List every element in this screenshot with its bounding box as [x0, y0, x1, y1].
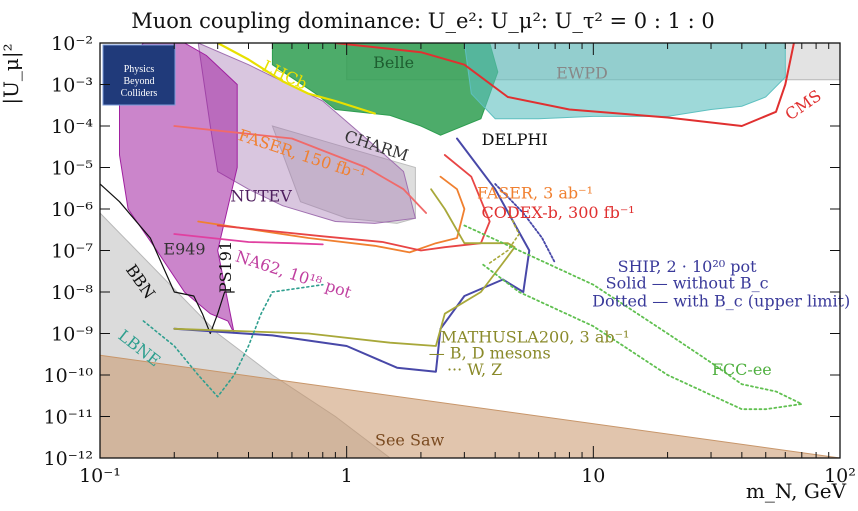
- curve-ship-upper-limit: [494, 183, 556, 264]
- physics-beyond-colliders-logo: Physics Beyond Colliders: [102, 44, 176, 106]
- annotation-e949-12: E949: [163, 240, 205, 259]
- logo-line-1: Physics: [124, 64, 155, 75]
- chart-title: Muon coupling dominance: U_e²: U_μ²: U_τ…: [131, 9, 714, 33]
- curve-lhcb: [216, 43, 376, 115]
- curve-faser-3-ab: [197, 175, 466, 254]
- curve-mathusla200-3-ab: [173, 188, 516, 347]
- y-tick-label-4: 10⁻⁶: [51, 199, 93, 221]
- y-tick-label-10: 10⁻¹²: [44, 448, 93, 470]
- annotation-see-saw-22: See Saw: [375, 431, 444, 450]
- y-axis-label: |U_μ|²: [0, 43, 24, 104]
- x-tick-label-0: 10⁻¹: [79, 465, 121, 487]
- annotation-ewpd-0: EWPD: [556, 63, 608, 82]
- y-tick-label-8: 10⁻¹⁰: [44, 365, 94, 387]
- regions-layer: [100, 43, 840, 458]
- annotation-ps191-11: PS191: [216, 241, 235, 293]
- annotation-b-d-mesons-19: — B, D mesons: [429, 344, 551, 363]
- region-see-saw: [100, 354, 840, 458]
- axes-layer: 10⁻¹ 1 10 10² 10⁻² 10⁻³ 10⁻⁴ 10⁻⁵ 10⁻⁶ 10⁻⁷ 10⁻⁸ 10…: [44, 33, 856, 487]
- annotation-dotted-with-b-c-upper-limit-17: Dotted — with B_c (upper limit): [592, 291, 850, 310]
- annotation-na62-10-pot-10: NA62, 10¹⁸ pot: [233, 247, 354, 303]
- annotation-nutev-7: NUTEV: [230, 187, 292, 206]
- logo-line-3: Colliders: [121, 88, 158, 99]
- curve-w-z: [488, 208, 520, 264]
- curve-ship-2-10-pot: [173, 137, 531, 373]
- curve-na62-10-pot: [173, 233, 324, 246]
- curve-faser-150-fb: [173, 125, 428, 214]
- y-tick-label-7: 10⁻⁹: [51, 324, 93, 346]
- annotation-delphi-4: DELPHI: [482, 130, 548, 149]
- curve-cms: [334, 43, 795, 127]
- y-tick-label-0: 10⁻²: [51, 33, 93, 55]
- annotation-fcc-ee-21: FCC-ee: [712, 360, 772, 379]
- x-tick-label-1: 1: [341, 465, 353, 487]
- annotation-belle-1: Belle: [373, 53, 414, 72]
- annotation-ship-2-10-pot-15: SHIP, 2 · 10²⁰ pot: [618, 257, 758, 276]
- x-tick-label-3: 10²: [824, 465, 856, 487]
- region-delphi: [463, 43, 786, 120]
- annotation-solid-without-b-c-16: Solid — without B_c: [606, 274, 769, 293]
- x-axis-label: m_N, GeV: [746, 479, 847, 503]
- y-tick-label-5: 10⁻⁷: [51, 241, 93, 263]
- curves-layer: [100, 43, 803, 411]
- curve-lbne: [142, 283, 324, 398]
- annotation-cms-3: CMS: [781, 86, 824, 124]
- annotation-codex-b-300-fb-9: CODEX-b, 300 fb⁻¹: [482, 203, 635, 222]
- annotation-faser-3-ab-8: FASER, 3 ab⁻¹: [477, 183, 593, 202]
- y-tick-label-9: 10⁻¹¹: [44, 407, 93, 429]
- y-tick-label-2: 10⁻⁴: [51, 116, 93, 138]
- y-tick-label-1: 10⁻³: [51, 75, 93, 97]
- curve-codex-b-300-fb: [216, 154, 491, 252]
- annotation-mathusla200-3-ab-18: MATHUSLA200, 3 ab⁻¹: [441, 328, 630, 347]
- logo-line-2: Beyond: [123, 76, 154, 87]
- y-tick-label-6: 10⁻⁸: [51, 282, 93, 304]
- annotation-w-z-20: ··· W, Z: [447, 360, 502, 379]
- curve-fcc-ee: [463, 224, 803, 411]
- x-tick-label-2: 10: [581, 465, 605, 487]
- y-tick-label-3: 10⁻⁵: [51, 158, 93, 180]
- curve-e949: [100, 183, 235, 335]
